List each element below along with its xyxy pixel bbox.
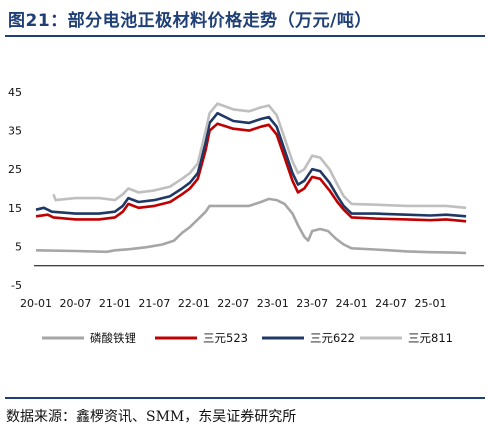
top-rule — [5, 35, 485, 37]
series-line-1 — [35, 197, 467, 255]
x-tick-label: 20-07 — [59, 297, 91, 310]
x-tick-label: 20-01 — [20, 297, 52, 310]
source-note: 数据来源：鑫椤资讯、SMM，东吴证券研究所 — [6, 409, 297, 425]
chart-title: 图21：部分电池正极材料价格走势（万元/吨） — [8, 11, 372, 31]
x-tick-label: 24-07 — [375, 297, 407, 310]
series-lines — [35, 102, 467, 255]
legend-label: 三元622 — [310, 331, 355, 345]
price-line-chart: -5 5 15 25 35 45 20-01 20-07 21-01 21-07 22-01 22-… — [8, 86, 484, 345]
x-tick-label: 22-01 — [178, 297, 210, 310]
y-tick-label: 35 — [8, 125, 22, 138]
y-axis-ticks: -5 5 15 25 35 45 — [8, 86, 22, 292]
x-tick-label: 23-01 — [257, 297, 289, 310]
x-tick-label: 21-07 — [138, 297, 170, 310]
legend: 磷酸铁锂 三元523 三元622 三元811 — [42, 331, 453, 345]
bottom-rule — [5, 397, 485, 399]
y-tick-label: -5 — [11, 279, 22, 292]
legend-label: 三元811 — [408, 331, 453, 345]
x-tick-label: 22-07 — [217, 297, 249, 310]
x-tick-label: 23-07 — [296, 297, 328, 310]
series-line-3 — [35, 111, 467, 218]
y-tick-label: 15 — [8, 202, 22, 215]
legend-label: 磷酸铁锂 — [90, 331, 136, 345]
x-tick-label: 21-01 — [99, 297, 131, 310]
series-line-2 — [35, 122, 467, 223]
y-tick-label: 25 — [8, 163, 22, 176]
y-tick-label: 45 — [8, 86, 22, 99]
x-tick-label: 24-01 — [336, 297, 368, 310]
legend-label: 三元523 — [203, 331, 248, 345]
x-axis-ticks: 20-01 20-07 21-01 21-07 22-01 22-07 23-01 23-07… — [20, 297, 447, 310]
y-tick-label: 5 — [15, 240, 22, 253]
series-line-4 — [52, 102, 467, 210]
x-tick-label: 25-01 — [415, 297, 447, 310]
